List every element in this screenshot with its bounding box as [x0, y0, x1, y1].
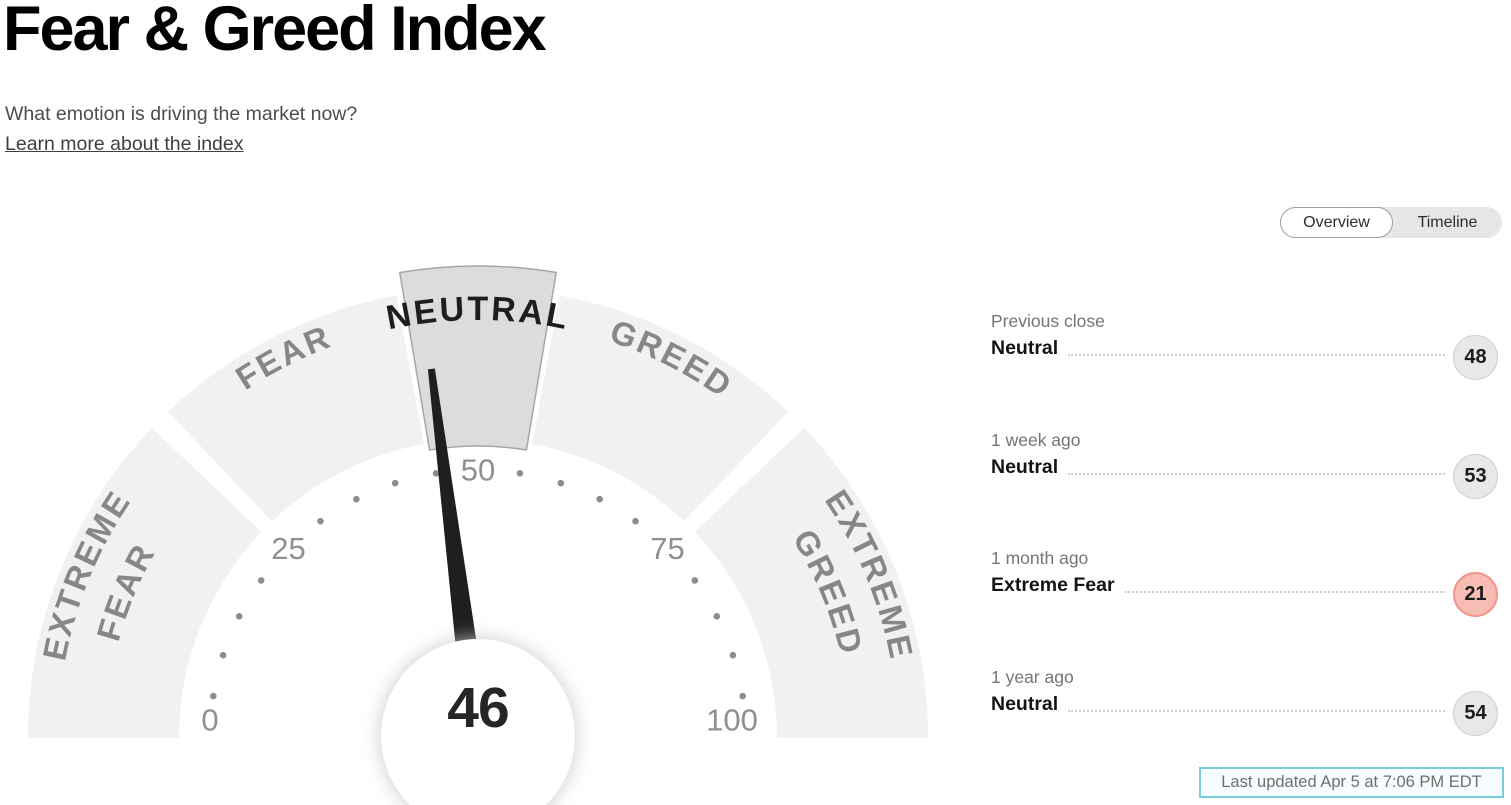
score-badge: 53 [1453, 454, 1498, 499]
gauge-tick-dot [257, 577, 265, 584]
gauge-tick-number: 0 [201, 703, 218, 738]
score-badge: 21 [1453, 572, 1498, 617]
dotted-leader [1068, 354, 1445, 356]
gauge-tick-dot [691, 577, 699, 584]
gauge-tick-dot [353, 495, 360, 503]
gauge-value: 46 [447, 676, 508, 740]
gauge-tick-dot [596, 495, 603, 503]
history-row: Previous close Neutral 48 [991, 311, 1498, 383]
gauge-tick-dot [632, 517, 639, 525]
dotted-leader [1068, 473, 1445, 475]
history-row-label: 1 week ago [991, 430, 1081, 450]
page-subtitle: What emotion is driving the market now? [5, 103, 358, 125]
gauge-segment-fear [167, 295, 424, 522]
gauge-tick-dot [391, 479, 399, 487]
history-row-sentiment: Neutral [991, 693, 1059, 715]
history-row: 1 year ago Neutral 54 [991, 667, 1498, 739]
history-row-label: 1 year ago [991, 667, 1074, 687]
gauge-tick-number: 50 [461, 453, 495, 488]
score-badge: 54 [1453, 691, 1498, 736]
gauge-hub [381, 639, 575, 805]
gauge-tick-number: 75 [650, 531, 684, 566]
gauge-segment-extreme-greed [694, 427, 928, 738]
gauge-tick-number: 100 [706, 703, 758, 738]
gauge-tick-dot [432, 469, 440, 477]
dotted-leader [1124, 591, 1445, 593]
gauge-tick-dot [557, 479, 565, 487]
gauge-tick-dot [713, 613, 721, 620]
tab-overview[interactable]: Overview [1280, 207, 1393, 238]
gauge-tick-dot [739, 692, 747, 700]
history-row-sentiment: Neutral [991, 337, 1059, 359]
view-toggle: Overview Timeline [1280, 207, 1502, 238]
history-row: 1 month ago Extreme Fear 21 [991, 548, 1498, 620]
history-row-sentiment: Neutral [991, 456, 1059, 478]
last-updated-badge: Last updated Apr 5 at 7:06 PM EDT [1199, 767, 1504, 798]
history-row: 1 week ago Neutral 53 [991, 430, 1498, 502]
history-row-label: Previous close [991, 311, 1105, 331]
gauge-segment-extreme-fear [28, 427, 262, 738]
gauge-tick-dot [317, 517, 324, 525]
history-row-label: 1 month ago [991, 548, 1089, 568]
gauge-tick-dot [209, 692, 217, 700]
page-title: Fear & Greed Index [3, 0, 547, 64]
gauge-tick-dot [219, 651, 227, 659]
dotted-leader [1068, 710, 1445, 712]
gauge-segment-greed [532, 295, 789, 522]
score-badge: 48 [1453, 335, 1498, 380]
tab-timeline[interactable]: Timeline [1417, 213, 1478, 231]
learn-more-link[interactable]: Learn more about the index [5, 133, 244, 155]
gauge-tick-dot [516, 469, 524, 477]
gauge-tick-dot [729, 651, 737, 659]
history-row-sentiment: Extreme Fear [991, 574, 1115, 596]
gauge-tick-number: 25 [271, 531, 305, 566]
gauge-tick-dot [235, 613, 243, 620]
